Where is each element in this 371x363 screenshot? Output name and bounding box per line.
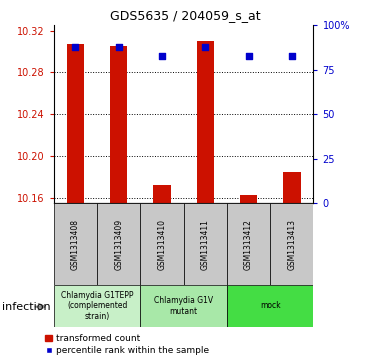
Text: GSM1313412: GSM1313412 [244, 219, 253, 270]
Text: GSM1313408: GSM1313408 [71, 219, 80, 270]
Text: GSM1313409: GSM1313409 [114, 219, 123, 270]
Point [246, 53, 252, 58]
Bar [227, 285, 313, 327]
Bar [110, 46, 127, 203]
Text: mock: mock [260, 301, 280, 310]
Legend: transformed count, percentile rank within the sample: transformed count, percentile rank withi… [42, 331, 213, 359]
Text: GSM1313410: GSM1313410 [158, 219, 167, 270]
Bar [97, 203, 140, 285]
Text: infection: infection [2, 302, 50, 312]
Bar [197, 41, 214, 203]
Text: Chlamydia G1V
mutant: Chlamydia G1V mutant [154, 296, 213, 315]
Point [289, 53, 295, 58]
Point [202, 44, 208, 50]
Bar [270, 203, 313, 285]
Text: GDS5635 / 204059_s_at: GDS5635 / 204059_s_at [110, 9, 261, 22]
Text: GSM1313411: GSM1313411 [201, 219, 210, 270]
Bar [140, 285, 227, 327]
Bar [54, 285, 140, 327]
Bar [227, 203, 270, 285]
Bar [240, 195, 257, 203]
Bar [67, 44, 84, 203]
Bar [140, 203, 184, 285]
Bar [283, 172, 301, 203]
Point [72, 44, 78, 50]
Point [159, 53, 165, 58]
Text: GSM1313413: GSM1313413 [288, 219, 296, 270]
Point [116, 44, 122, 50]
Bar [153, 185, 171, 203]
Bar [184, 203, 227, 285]
Text: Chlamydia G1TEPP
(complemented
strain): Chlamydia G1TEPP (complemented strain) [61, 291, 133, 321]
Bar [54, 203, 97, 285]
